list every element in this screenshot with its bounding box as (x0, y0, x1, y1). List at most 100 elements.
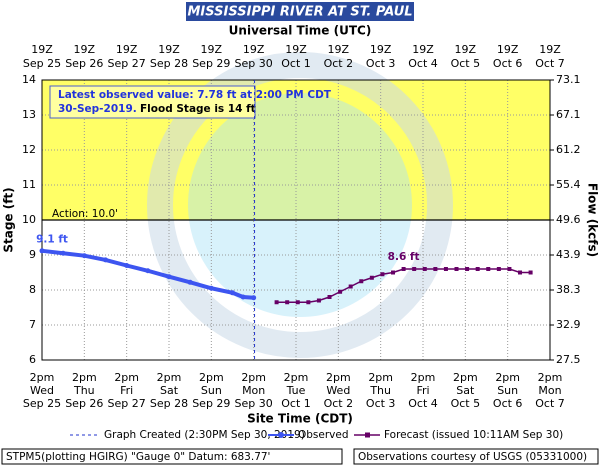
top-tick-label: Sep 27 (108, 57, 146, 70)
y-tick-label: 8 (29, 283, 36, 296)
forecast-point (443, 267, 448, 271)
observed-point (60, 250, 66, 256)
top-tick-label: Oct 5 (451, 57, 481, 70)
top-tick-label: 19Z (116, 43, 138, 56)
watermark (147, 52, 453, 358)
forecast-point (285, 300, 290, 305)
forecast-point (380, 272, 385, 277)
top-tick-label: 19Z (285, 43, 307, 56)
x-tick-label: Wed (326, 384, 350, 397)
x-tick-label: Mon (242, 384, 265, 397)
x-tick-label: Sat (160, 384, 179, 397)
top-tick-label: 19Z (158, 43, 180, 56)
forecast-point (454, 267, 459, 271)
x-tick-label: 2pm (30, 371, 55, 384)
top-tick-label: Oct 6 (493, 57, 523, 70)
x-tick-label: Fri (416, 384, 429, 397)
forecast-point (401, 267, 406, 271)
forecast-point (528, 270, 533, 275)
y-tick-label: 10 (22, 213, 36, 226)
forecast-point (327, 295, 332, 299)
observed-point (145, 268, 151, 274)
top-tick-label: Oct 7 (535, 57, 565, 70)
observed-point (39, 248, 45, 254)
x-tick-label: Sun (497, 384, 518, 397)
x-tick-label: Sep 26 (65, 397, 103, 410)
observed-point (230, 290, 235, 296)
observed-point (103, 257, 108, 263)
x-tick-label: Sep 25 (23, 397, 61, 410)
info-line: Latest observed value: 7.78 ft at 2:00 P… (58, 89, 332, 101)
forecast-point (391, 270, 396, 275)
y2-tick-label: 55.4 (556, 178, 581, 191)
forecast-point (475, 267, 480, 271)
x-tick-label: Sun (201, 384, 222, 397)
x-tick-label: Oct 7 (535, 397, 565, 410)
x-tick-label: Sep 29 (192, 397, 230, 410)
top-tick-label: Oct 1 (281, 57, 311, 70)
observed-point (208, 285, 214, 291)
x-tick-label: Sep 27 (108, 397, 146, 410)
y-axis-label: Stage (ft) (2, 187, 16, 252)
observed-point (187, 279, 193, 285)
legend-label: Observed (298, 429, 349, 441)
observed-point (251, 295, 257, 301)
forecast-point (486, 267, 491, 271)
annotation: 8.6 ft (388, 251, 420, 263)
annotation: 9.1 ft (36, 234, 68, 246)
y-tick-label: 9 (29, 248, 36, 261)
top-tick-label: Oct 3 (366, 57, 396, 70)
observed-point (240, 294, 246, 300)
legend-label: Graph Created (2:30PM Sep 30, 2019) (104, 429, 305, 441)
legend-swatch (365, 432, 370, 438)
top-tick-label: 19Z (31, 43, 53, 56)
x-tick-label: Oct 5 (451, 397, 481, 410)
top-tick-label: 19Z (412, 43, 434, 56)
observed-point (166, 274, 172, 280)
footer-box (353, 448, 599, 465)
x-tick-label: Tue (286, 384, 306, 397)
y-tick-label: 13 (22, 108, 36, 121)
footer-left: STPM5(plotting HGIRG) "Gauge 0" Datum: 6… (6, 451, 270, 463)
y2-tick-label: 61.2 (556, 143, 581, 156)
x-tick-label: 2pm (538, 371, 563, 384)
top-tick-label: Sep 30 (235, 57, 273, 70)
x-tick-label: Oct 1 (281, 397, 311, 410)
title-bar (186, 2, 414, 21)
chart-title: MISSISSIPPI RIVER AT ST. PAUL (187, 5, 412, 20)
legend-label: Forecast (issued 10:11AM Sep 30) (384, 429, 563, 441)
top-tick-label: 19Z (201, 43, 223, 56)
top-tick-label: 19Z (455, 43, 477, 56)
top-tick-label: 19Z (539, 43, 561, 56)
footer-right: Observations courtesy of USGS (05331000) (358, 451, 587, 463)
top-tick-label: Sep 26 (65, 57, 103, 70)
forecast-point (338, 289, 343, 294)
forecast-point (295, 300, 300, 305)
top-tick-label: Sep 25 (23, 57, 61, 70)
x-axis-label: Site Time (CDT) (247, 412, 353, 426)
x-tick-label: Fri (120, 384, 133, 397)
forecast-point (369, 275, 374, 280)
x-tick-label: Mon (538, 384, 561, 397)
y2-tick-label: 73.1 (556, 73, 581, 86)
forecast-point (348, 284, 353, 289)
top-tick-label: Sep 28 (150, 57, 188, 70)
forecast-point (465, 267, 470, 271)
y2-tick-label: 32.9 (556, 318, 581, 331)
top-tick-label: 19Z (328, 43, 350, 56)
x-tick-label: 2pm (199, 371, 224, 384)
observed-point (81, 253, 87, 259)
footer-box (1, 448, 343, 465)
x-tick-label: 2pm (241, 371, 266, 384)
forecast-point (316, 298, 321, 303)
forecast-point (433, 267, 438, 271)
y-tick-label: 14 (22, 73, 36, 86)
y2-tick-label: 27.5 (556, 353, 581, 366)
forecast-point (274, 300, 279, 305)
x-tick-label: 2pm (72, 371, 97, 384)
y-tick-label: 7 (29, 318, 36, 331)
forecast-point (306, 300, 311, 305)
observed-point (124, 263, 130, 268)
forecast-point (496, 267, 501, 271)
